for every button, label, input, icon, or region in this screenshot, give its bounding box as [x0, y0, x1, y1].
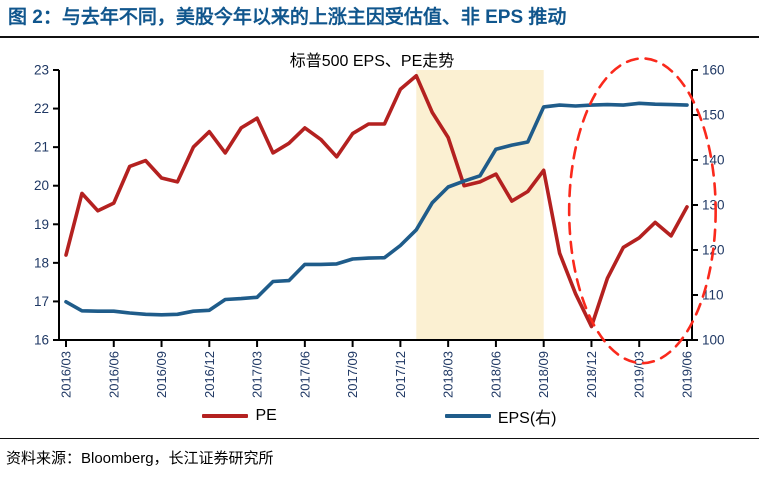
x-axis-tick-label: 2019/03 [632, 351, 647, 398]
x-axis-tick-label: 2019/06 [680, 351, 695, 398]
chart-title: 标普500 EPS、PE走势 [290, 52, 455, 70]
x-axis-tick-label: 2016/03 [59, 351, 74, 398]
right-axis-tick-label: 110 [702, 288, 724, 303]
x-axis-tick-label: 2017/09 [345, 351, 360, 398]
x-axis-tick-label: 2017/06 [297, 351, 312, 398]
eps-line [64, 101, 689, 317]
right-axis-tick-label: 100 [702, 333, 725, 348]
left-axis-tick-label: 17 [34, 294, 49, 309]
x-axis-tick-label: 2016/12 [202, 351, 217, 398]
right-axis-tick-label: 130 [702, 198, 725, 213]
x-axis-tick-label: 2018/09 [536, 351, 551, 398]
chart-area: 标普500 EPS、PE走势 16 17 18 19 20 21 22 23 100 110 120… [0, 38, 759, 410]
x-axis-tick-label: 2018/03 [441, 351, 456, 398]
right-axis-tick-label: 160 [702, 63, 725, 78]
legend-item-eps: EPS(右) [444, 404, 557, 428]
legend-item-pe: PE [202, 407, 277, 425]
left-axis-tick-label: 22 [34, 101, 49, 116]
x-axis-tick-label: 2018/12 [584, 351, 599, 398]
pe-line [64, 73, 689, 329]
page-title: 图 2：与去年不同，美股今年以来的上涨主因受估值、非 EPS 推动 [0, 0, 759, 38]
right-axis-tick-label: 140 [702, 153, 725, 168]
footer-divider [0, 438, 759, 439]
left-axis-tick-label: 18 [34, 255, 49, 270]
chart-legend: PE EPS(右) [0, 404, 759, 428]
left-axis-tick-label: 20 [34, 178, 49, 193]
x-axis-tick-label: 2017/12 [393, 351, 408, 398]
eps-line-swatch [444, 414, 491, 418]
right-axis-tick-label: 150 [702, 108, 725, 123]
pe-line-swatch [202, 414, 249, 418]
left-axis-tick-label: 19 [34, 217, 49, 232]
highlight-band [416, 70, 544, 340]
x-axis-tick-label: 2018/06 [488, 351, 503, 398]
chart-canvas: 标普500 EPS、PE走势 1617181920212223100110120… [34, 52, 725, 398]
legend-label-eps: EPS(右) [497, 410, 557, 427]
left-axis-tick-label: 23 [34, 63, 49, 78]
x-axis-tick-label: 2016/06 [106, 351, 121, 398]
source-line: 资料来源：Bloomberg，长江证券研究所 [6, 450, 274, 467]
x-axis-tick-label: 2017/03 [250, 351, 265, 398]
left-axis-tick-label: 21 [34, 140, 49, 155]
annotation-ellipse [567, 57, 717, 365]
left-axis-tick-label: 16 [34, 333, 49, 348]
x-axis-tick-label: 2016/09 [154, 351, 169, 398]
legend-label-pe: PE [255, 407, 277, 424]
